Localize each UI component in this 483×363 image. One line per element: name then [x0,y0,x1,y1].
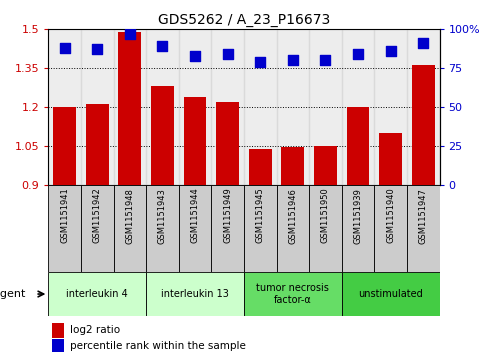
Text: GSM1151939: GSM1151939 [354,188,363,244]
Bar [342,272,440,316]
Point [419,40,427,46]
Bar [86,105,109,185]
Bar [53,107,76,185]
Point [322,57,329,63]
Text: GSM1151943: GSM1151943 [158,188,167,244]
Bar [151,86,174,185]
Text: tumor necrosis
factor-α: tumor necrosis factor-α [256,283,329,305]
Bar [412,65,435,185]
Point [93,46,101,52]
Point [224,51,231,57]
Bar [52,323,64,338]
Bar [216,102,239,185]
Text: GSM1151947: GSM1151947 [419,188,428,244]
Bar [379,133,402,185]
Bar [276,185,309,272]
Bar [244,185,277,272]
Text: interleukin 13: interleukin 13 [161,289,229,299]
Bar [179,29,212,185]
Bar [347,107,369,185]
Text: GSM1151949: GSM1151949 [223,188,232,244]
Point [387,48,395,54]
Bar [52,339,64,352]
Text: GSM1151950: GSM1151950 [321,188,330,244]
Bar [407,29,440,185]
Text: GSM1151944: GSM1151944 [190,188,199,244]
Bar [81,185,114,272]
Point [354,51,362,57]
Title: GDS5262 / A_23_P16673: GDS5262 / A_23_P16673 [158,13,330,26]
Bar [48,272,146,316]
Text: GSM1151941: GSM1151941 [60,188,69,244]
Bar [179,185,212,272]
Point [191,53,199,58]
Text: GSM1151946: GSM1151946 [288,188,298,244]
Bar [212,185,244,272]
Bar [81,29,114,185]
Bar [276,29,309,185]
Text: percentile rank within the sample: percentile rank within the sample [70,341,246,351]
Bar [118,32,141,185]
Bar [212,29,244,185]
Point [126,31,134,37]
Bar [48,185,81,272]
Bar [342,185,374,272]
Point [61,45,69,51]
Point [256,59,264,65]
Bar [309,185,342,272]
Point [158,43,166,49]
Point [289,57,297,63]
Bar [309,29,342,185]
Bar [314,146,337,185]
Bar [114,29,146,185]
Bar [146,272,244,316]
Bar [407,185,440,272]
Bar [244,29,277,185]
Text: log2 ratio: log2 ratio [70,325,120,335]
Bar [114,185,146,272]
Bar [184,97,206,185]
Text: GSM1151942: GSM1151942 [93,188,102,244]
Text: agent: agent [0,289,26,299]
Text: unstimulated: unstimulated [358,289,423,299]
Bar [282,147,304,185]
Bar [48,29,81,185]
Text: GSM1151948: GSM1151948 [125,188,134,244]
Bar [146,185,179,272]
Bar [146,29,179,185]
Text: GSM1151945: GSM1151945 [256,188,265,244]
Bar [374,29,407,185]
Bar [244,272,342,316]
Bar [342,29,374,185]
Bar [249,149,271,185]
Text: GSM1151940: GSM1151940 [386,188,395,244]
Text: interleukin 4: interleukin 4 [66,289,128,299]
Bar [374,185,407,272]
